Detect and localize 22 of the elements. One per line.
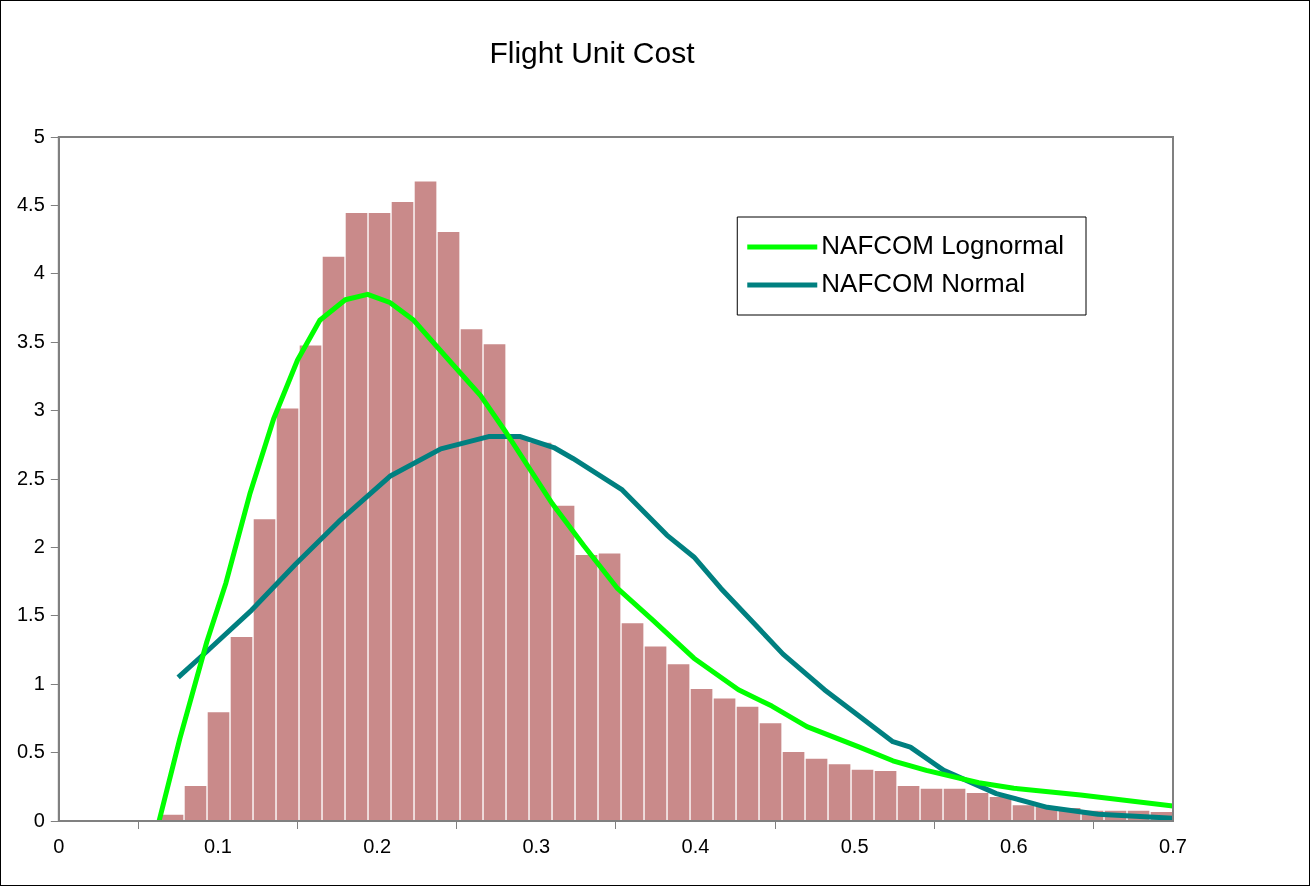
x-tick-label: 0.5 — [840, 834, 869, 857]
y-tick-label: 3 — [33, 398, 45, 421]
x-tick-label: 0 — [53, 834, 65, 857]
y-tick-label: 0.5 — [16, 740, 45, 763]
y-tick-label: 0 — [33, 808, 45, 831]
legend-label: NAFCOM Lognormal — [821, 230, 1064, 261]
x-tick-label: 0.3 — [522, 834, 551, 857]
x-tick-label: 0.4 — [681, 834, 710, 857]
chart-title: Flight Unit Cost — [489, 36, 696, 70]
x-tick-label: 0.2 — [363, 834, 392, 857]
y-tick-label: 3.5 — [16, 329, 45, 352]
y-tick-label: 5 — [33, 124, 45, 147]
legend-label: NAFCOM Normal — [821, 268, 1025, 299]
x-tick-label: 0.7 — [1159, 834, 1187, 857]
y-tick-label: 4.5 — [16, 192, 45, 215]
x-tick-label: 0.6 — [999, 834, 1028, 857]
y-tick-label: 1.5 — [16, 603, 45, 626]
y-tick-label: 4 — [33, 261, 45, 284]
y-tick-label: 1 — [33, 671, 45, 694]
y-tick-label: 2 — [33, 534, 45, 557]
y-tick-label: 2.5 — [16, 466, 45, 489]
x-tick-label: 0.1 — [204, 834, 232, 857]
